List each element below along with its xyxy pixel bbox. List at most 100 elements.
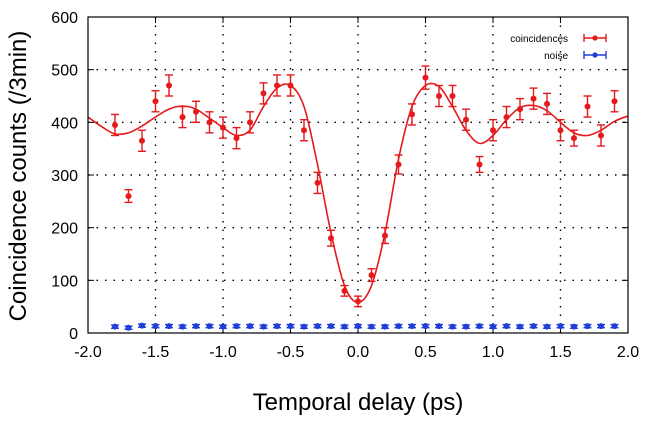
data-marker (571, 323, 577, 330)
data-marker (449, 323, 456, 330)
data-point-noise (570, 323, 578, 330)
data-marker (530, 323, 537, 330)
data-point-noise (516, 323, 524, 330)
plot-frame (87, 16, 629, 334)
data-marker (395, 323, 402, 330)
data-point-coincidences (475, 155, 484, 174)
data-marker (584, 323, 591, 330)
data-point-noise (597, 323, 605, 330)
data-point-coincidences (232, 126, 241, 150)
data-marker (422, 323, 429, 330)
data-point-noise (448, 323, 457, 330)
data-point-noise (165, 323, 173, 330)
data-point-noise (138, 322, 146, 329)
data-marker (233, 323, 240, 330)
x-tick-label: -1.0 (209, 344, 237, 361)
data-point-coincidences (286, 74, 295, 97)
x-tick-label: -0.5 (277, 344, 305, 361)
data-marker (260, 323, 267, 330)
data-point-coincidences (259, 82, 268, 105)
data-point-noise (367, 323, 376, 330)
data-point-noise (502, 323, 511, 330)
data-marker (247, 119, 253, 126)
data-point-noise (273, 323, 281, 330)
x-tick-label: 2.0 (617, 344, 639, 361)
data-marker (247, 323, 253, 330)
data-marker (206, 119, 213, 126)
y-tick-label: 300 (51, 168, 78, 185)
data-point-coincidences (246, 111, 254, 134)
data-marker (355, 298, 361, 305)
data-point-coincidences (489, 118, 497, 142)
data-marker (314, 179, 321, 186)
data-point-coincidences (151, 90, 160, 113)
data-point-coincidences (178, 105, 187, 129)
legend-label-coincidences: coincidences (510, 34, 568, 45)
data-marker (368, 272, 375, 279)
y-tick-label: 0 (69, 326, 78, 343)
data-point-coincidences (165, 74, 173, 97)
x-tick-label: -2.0 (74, 344, 102, 361)
data-marker (409, 323, 415, 330)
x-tick-label: 1.5 (549, 344, 571, 361)
x-tick-label: 0.0 (347, 344, 369, 361)
data-marker (544, 100, 550, 107)
data-marker (301, 127, 307, 134)
data-point-coincidences (421, 65, 430, 90)
data-point-coincidences (192, 100, 200, 124)
data-point-noise (151, 323, 160, 330)
legend-sample-noise (583, 51, 607, 59)
data-marker (476, 323, 483, 330)
data-marker (476, 161, 483, 168)
data-marker (112, 121, 118, 128)
data-marker (125, 193, 132, 200)
data-marker (220, 323, 226, 330)
data-marker (409, 111, 415, 118)
data-point-coincidences (516, 97, 524, 121)
data-point-coincidences (273, 74, 281, 97)
y-axis-label: Coincidence counts (/3min) (5, 31, 32, 322)
series-coincidences (111, 65, 619, 308)
data-marker (193, 323, 199, 330)
data-marker (152, 98, 159, 105)
data-point-coincidences (462, 108, 470, 131)
data-point-noise (381, 323, 389, 330)
data-marker (341, 287, 348, 294)
y-axis-ticks: 0 100 200 300 400 500 600 (51, 10, 628, 343)
data-marker (557, 127, 564, 134)
x-tick-label: -1.5 (142, 344, 170, 361)
data-point-noise (489, 323, 497, 330)
data-point-noise (286, 323, 295, 330)
data-marker (166, 82, 172, 89)
data-marker (328, 323, 334, 330)
data-point-noise (205, 323, 214, 330)
data-point-noise (610, 323, 619, 330)
data-marker (598, 323, 604, 330)
data-point-noise (192, 323, 200, 330)
data-marker (179, 323, 186, 330)
data-point-coincidences (597, 124, 605, 147)
data-marker (220, 124, 226, 131)
data-marker (436, 93, 442, 99)
data-point-noise (327, 323, 335, 330)
data-marker (193, 108, 199, 115)
data-marker (463, 116, 469, 123)
y-tick-label: 200 (51, 221, 78, 238)
data-point-coincidences (570, 129, 578, 147)
data-point-noise (475, 323, 484, 330)
data-point-coincidences (300, 118, 308, 142)
data-point-noise (543, 323, 551, 330)
data-marker (166, 323, 172, 330)
data-marker (571, 135, 577, 142)
data-point-coincidences (448, 84, 457, 108)
data-marker (544, 323, 550, 330)
data-point-noise (583, 323, 592, 330)
data-point-coincidences (394, 154, 403, 175)
data-marker (274, 323, 280, 330)
data-point-coincidences (205, 111, 214, 134)
data-point-noise (313, 323, 322, 330)
legend-sample-marker (592, 52, 598, 58)
y-tick-label: 500 (51, 63, 78, 80)
data-marker (139, 322, 145, 329)
data-point-coincidences (124, 189, 133, 204)
